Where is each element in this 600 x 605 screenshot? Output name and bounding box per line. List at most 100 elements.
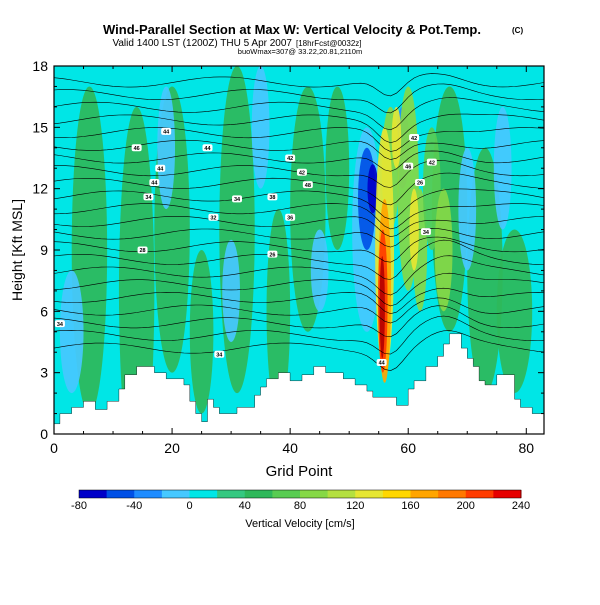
isentrope-line: [54, 287, 544, 315]
colorbar-tick-label: 80: [294, 500, 306, 512]
colorbar-tick-label: 40: [239, 500, 251, 512]
valid-time: Valid 1400 LST (1200Z) THU 5 Apr 2007: [112, 38, 292, 49]
contour-label: 34: [214, 350, 225, 358]
contour-label: 42: [296, 168, 307, 177]
colorbar: -80 -40 0 40 80 120 160 200 240: [71, 489, 530, 512]
contour-label: 34: [143, 193, 154, 201]
x-tick-label: 20: [164, 440, 180, 456]
colorbar-segment: [161, 490, 190, 498]
contour-label: 32: [208, 213, 219, 221]
svg-text:26: 26: [269, 252, 275, 258]
colorbar-segment: [300, 490, 329, 498]
isentrope-line: [54, 97, 544, 131]
contour-label: 34: [420, 228, 431, 236]
svg-text:34: 34: [234, 197, 241, 203]
svg-text:28: 28: [139, 248, 145, 254]
colorbar-segment: [465, 490, 494, 498]
velocity-cell: [379, 256, 385, 359]
isentrope-line: [54, 239, 544, 280]
svg-text:46: 46: [134, 146, 140, 152]
velocity-cell: [118, 106, 155, 434]
svg-text:44: 44: [163, 130, 170, 136]
contour-label: 44: [376, 358, 387, 367]
colorbar-segment: [217, 490, 246, 498]
contour-label: 44: [161, 127, 172, 136]
velocity-cell: [467, 147, 503, 394]
colorbar-segment: [493, 490, 522, 498]
isentrope-line: [54, 315, 544, 355]
colorbar-segment: [134, 490, 163, 498]
x-tick-label: 40: [282, 440, 298, 456]
velocity-cell: [157, 86, 176, 210]
contour-label: 36: [285, 213, 296, 221]
colorbar-segment: [410, 490, 439, 498]
velocity-cell: [266, 209, 291, 414]
isentrope-line: [54, 216, 544, 238]
colorbar-segment: [244, 490, 273, 498]
colorbar-tick-label: 200: [457, 500, 475, 512]
velocity-cell: [458, 147, 477, 271]
velocity-cell: [325, 86, 350, 250]
colorbar-tick-label: -80: [71, 500, 87, 512]
isentrope-line: [54, 305, 544, 338]
colorbar-tick-label: 160: [401, 500, 419, 512]
colorbar-segment: [272, 490, 301, 498]
x-tick-label: 0: [50, 440, 58, 456]
y-tick-label: 6: [40, 303, 48, 319]
contour-label: 26: [415, 179, 426, 187]
svg-text:42: 42: [429, 160, 435, 166]
isentrope-line: [54, 255, 544, 296]
isentrope-line: [54, 172, 544, 206]
colorbar-segment: [355, 490, 384, 498]
isentrope-line: [54, 203, 544, 230]
contour-label: 44: [149, 179, 160, 187]
y-tick-label: 3: [40, 365, 48, 381]
velocity-cell: [409, 188, 419, 271]
colorbar-tick-label: 120: [346, 500, 364, 512]
svg-text:26: 26: [417, 181, 423, 187]
contour-label: 28: [137, 246, 148, 254]
contour-label: 48: [302, 181, 313, 189]
velocity-cell: [59, 270, 84, 394]
contour-label: 46: [131, 144, 142, 152]
contour-label: 46: [403, 162, 414, 170]
velocity-cell: [434, 188, 453, 312]
colorbar-segment: [189, 490, 218, 498]
contour-label: 26: [267, 250, 278, 258]
isentrope-line: [54, 83, 544, 114]
velocity-cell: [310, 229, 329, 312]
isentrope-line: [54, 127, 544, 152]
contour-label: 38: [267, 193, 278, 201]
contour-label: 42: [426, 158, 437, 166]
svg-text:34: 34: [145, 195, 152, 201]
contour-label: 42: [409, 134, 420, 142]
y-tick-label: 0: [40, 426, 48, 442]
y-axis-label: Height [Kft MSL]: [9, 199, 25, 301]
svg-text:34: 34: [57, 322, 64, 328]
forecast-tag: [18hrFcst@0032z]: [296, 39, 361, 48]
colorbar-frame: [78, 489, 522, 499]
svg-text:42: 42: [411, 136, 417, 142]
colorbar-tick-label: -40: [126, 500, 142, 512]
colorbar-tick-label: 0: [186, 500, 192, 512]
svg-text:38: 38: [269, 195, 275, 201]
colorbar-segment: [438, 490, 467, 498]
potential-temperature-contours: [54, 73, 544, 372]
velocity-cell: [189, 250, 214, 414]
copyright-mark: (C): [512, 26, 523, 35]
isentrope-line: [54, 330, 544, 372]
y-tick-label: 15: [32, 119, 48, 135]
svg-text:42: 42: [299, 171, 305, 177]
svg-text:32: 32: [210, 215, 216, 221]
svg-text:34: 34: [216, 352, 223, 358]
isentrope-line: [54, 113, 544, 144]
svg-text:36: 36: [287, 215, 293, 221]
y-tick-label: 9: [40, 242, 48, 258]
x-axis-label: Grid Point: [266, 463, 334, 480]
y-tick-label: 12: [32, 181, 48, 197]
isentrope-line: [54, 188, 544, 220]
contour-label: 44: [202, 144, 213, 152]
